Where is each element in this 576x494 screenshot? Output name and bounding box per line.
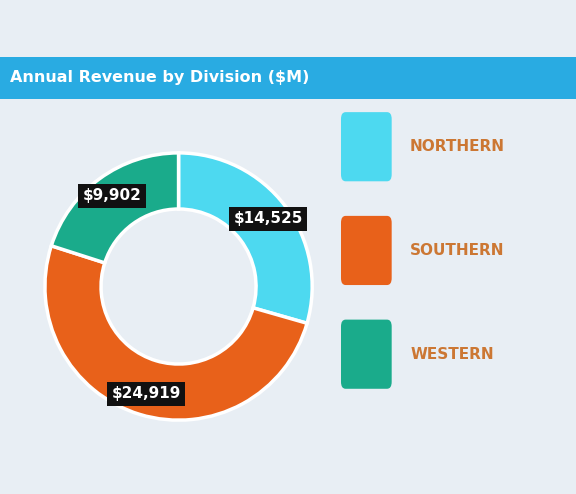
- Text: $14,525: $14,525: [233, 211, 303, 226]
- FancyBboxPatch shape: [341, 320, 392, 389]
- Text: Annual Revenue by Division ($M): Annual Revenue by Division ($M): [10, 70, 310, 85]
- Text: SOUTHERN: SOUTHERN: [410, 243, 505, 258]
- Wedge shape: [51, 153, 179, 263]
- Text: $24,919: $24,919: [111, 386, 181, 402]
- Wedge shape: [45, 246, 307, 420]
- Wedge shape: [179, 153, 312, 323]
- Text: NORTHERN: NORTHERN: [410, 139, 505, 154]
- FancyBboxPatch shape: [341, 216, 392, 285]
- Text: WESTERN: WESTERN: [410, 347, 494, 362]
- FancyBboxPatch shape: [341, 112, 392, 181]
- Text: $9,902: $9,902: [83, 188, 142, 204]
